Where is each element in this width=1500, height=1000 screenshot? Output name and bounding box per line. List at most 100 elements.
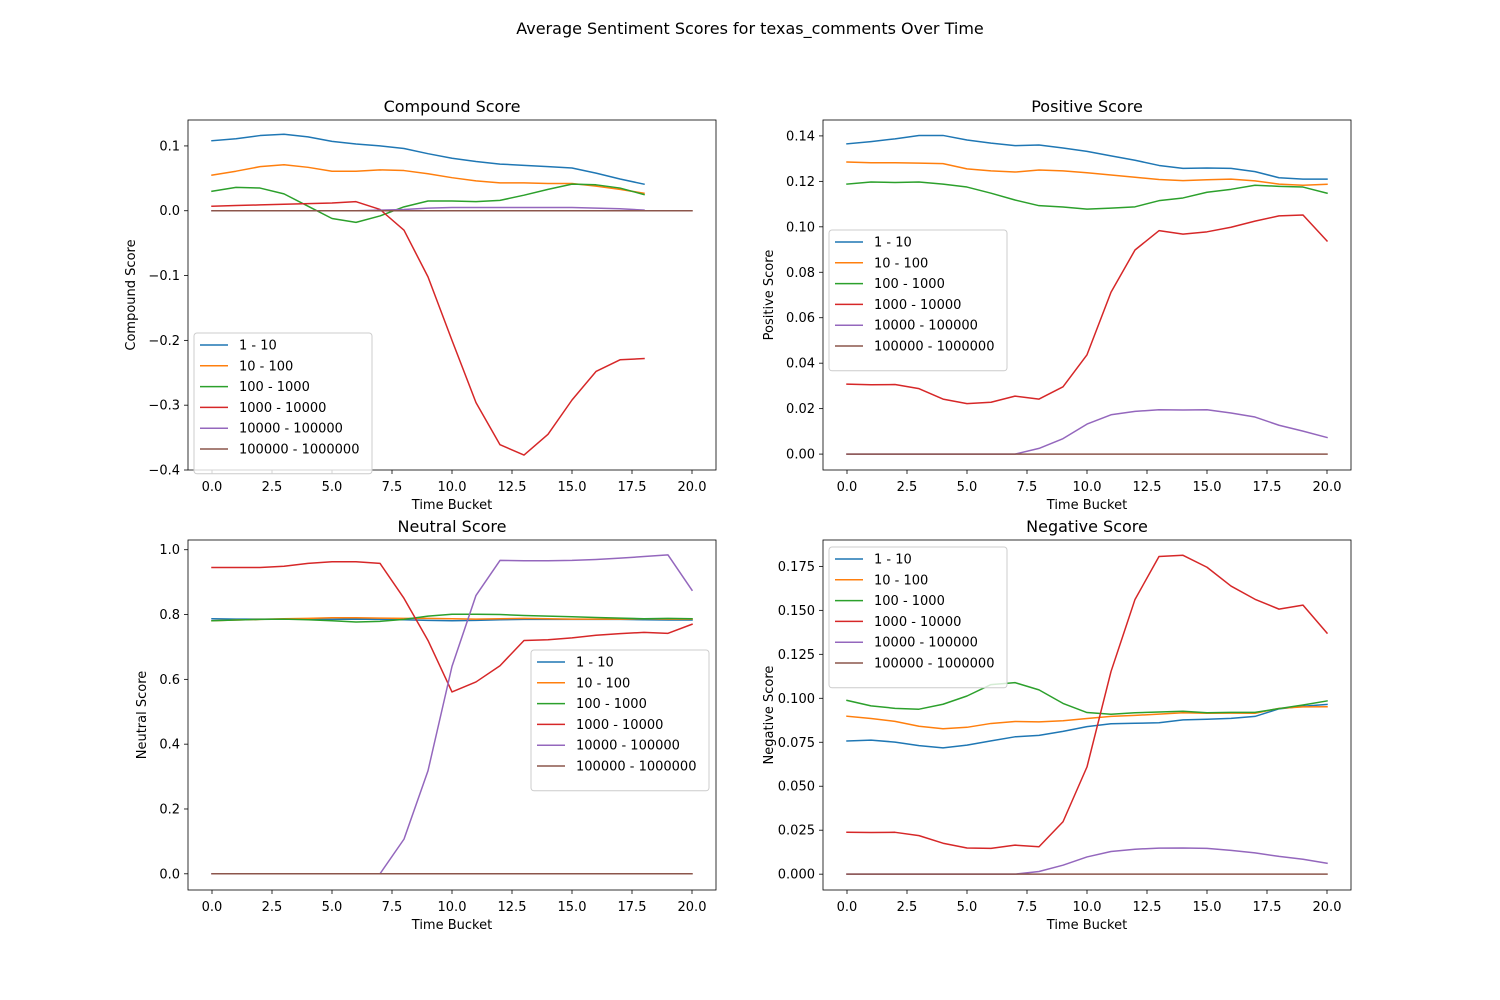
series-line-1 bbox=[211, 133, 645, 186]
legend-box bbox=[828, 546, 1008, 689]
legend: 1 - 10 10 - 100 100 - 1000 1000 - 10000 1000… bbox=[828, 546, 1008, 689]
axes-frame bbox=[187, 119, 717, 471]
x-tick-label: 7.5 bbox=[1017, 480, 1038, 495]
x-tick-label: 0.0 bbox=[837, 480, 858, 495]
x-tick-label: 10.0 bbox=[438, 900, 467, 915]
legend-label-5: 10000 - 100000 bbox=[239, 422, 343, 437]
y-axis-label: Positive Score bbox=[762, 250, 777, 341]
legend-label-2: 10 - 100 bbox=[874, 256, 928, 271]
legend-label-6: 100000 - 1000000 bbox=[576, 760, 696, 775]
series-line-1 bbox=[846, 134, 1328, 180]
x-tick-label: 2.5 bbox=[262, 900, 283, 915]
series-lines bbox=[846, 134, 1329, 455]
x-tick-label: 0.0 bbox=[202, 900, 223, 915]
legend-label-1: 1 - 10 bbox=[874, 236, 912, 251]
series-line-3 bbox=[846, 181, 1328, 210]
series-line-2 bbox=[846, 161, 1328, 186]
subplots: Compound Score 0.0 2.5 5.0 7.5 10.0 12.5 15.0 17… bbox=[124, 97, 1352, 933]
x-tick-label: 2.5 bbox=[897, 900, 918, 915]
legend-label-5: 10000 - 100000 bbox=[874, 319, 978, 334]
x-tick-label: 20.0 bbox=[678, 900, 707, 915]
series-line-4 bbox=[211, 200, 645, 456]
y-tick-label: 0.10 bbox=[786, 220, 815, 235]
y-tick-label: 0.1 bbox=[159, 139, 180, 154]
series-line-4 bbox=[211, 560, 693, 693]
legend-label-4: 1000 - 10000 bbox=[576, 718, 663, 733]
y-tick-label: 0.04 bbox=[786, 357, 815, 372]
y-tick-label: −0.1 bbox=[148, 269, 180, 284]
x-tick-label: 17.5 bbox=[1253, 900, 1282, 915]
series-line-3 bbox=[846, 681, 1328, 716]
x-tick-label: 12.5 bbox=[1133, 480, 1162, 495]
series-line-3 bbox=[211, 613, 693, 623]
y-tick-label: 0.100 bbox=[778, 692, 815, 707]
legend-label-3: 100 - 1000 bbox=[576, 697, 647, 712]
legend-label-5: 10000 - 100000 bbox=[874, 636, 978, 651]
y-tick-label: 0.08 bbox=[786, 266, 815, 281]
legend-label-1: 1 - 10 bbox=[576, 656, 614, 671]
legend-label-3: 100 - 1000 bbox=[874, 594, 945, 609]
y-tick-label: 0.4 bbox=[159, 738, 180, 753]
y-tick-label: 0.025 bbox=[778, 824, 815, 839]
subplot-title: Negative Score bbox=[1026, 517, 1148, 536]
series-lines bbox=[211, 133, 693, 456]
x-tick-label: 0.0 bbox=[202, 480, 223, 495]
x-tick-label: 15.0 bbox=[558, 480, 587, 495]
y-tick-label: 0.0 bbox=[159, 867, 180, 882]
y-tick-label: 0.00 bbox=[786, 448, 815, 463]
subplot-4: Negative Score 0.0 2.5 5.0 7.5 10.0 12.5 15.0 17… bbox=[762, 517, 1352, 933]
x-tick-label: 2.5 bbox=[897, 480, 918, 495]
legend: 1 - 10 10 - 100 100 - 1000 1000 - 10000 1000… bbox=[828, 229, 1008, 372]
x-tick-label: 12.5 bbox=[498, 480, 527, 495]
legend-label-3: 100 - 1000 bbox=[874, 277, 945, 292]
x-axis-label: Time Bucket bbox=[1046, 918, 1127, 933]
series-line-2 bbox=[846, 705, 1328, 730]
y-tick-label: 0.8 bbox=[159, 608, 180, 623]
subplot-title: Positive Score bbox=[1031, 97, 1143, 116]
x-tick-label: 0.0 bbox=[837, 900, 858, 915]
x-tick-label: 10.0 bbox=[1073, 480, 1102, 495]
legend-box bbox=[530, 649, 710, 792]
legend-label-6: 100000 - 1000000 bbox=[239, 443, 359, 458]
subplot-title: Neutral Score bbox=[398, 517, 507, 536]
legend-label-6: 100000 - 1000000 bbox=[874, 657, 994, 672]
x-tick-label: 12.5 bbox=[498, 900, 527, 915]
y-tick-label: −0.2 bbox=[148, 334, 180, 349]
y-tick-label: 0.14 bbox=[786, 129, 815, 144]
y-tick-label: −0.3 bbox=[148, 399, 180, 414]
x-tick-label: 2.5 bbox=[262, 480, 283, 495]
x-tick-label: 15.0 bbox=[1193, 480, 1222, 495]
x-axis-label: Time Bucket bbox=[1046, 498, 1127, 513]
x-tick-label: 7.5 bbox=[382, 480, 403, 495]
y-tick-label: 0.02 bbox=[786, 402, 815, 417]
y-tick-label: 0.000 bbox=[778, 868, 815, 883]
subplot-title: Compound Score bbox=[384, 97, 521, 116]
y-tick-label: 0.0 bbox=[159, 204, 180, 219]
series-line-4 bbox=[846, 554, 1329, 850]
y-tick-label: 1.0 bbox=[159, 543, 180, 558]
x-axis-label: Time Bucket bbox=[411, 918, 492, 933]
axes-frame bbox=[822, 119, 1352, 471]
x-tick-label: 10.0 bbox=[438, 480, 467, 495]
axes-frame bbox=[187, 539, 717, 891]
y-tick-label: 0.050 bbox=[778, 780, 815, 795]
legend-label-4: 1000 - 10000 bbox=[239, 401, 326, 416]
legend-label-5: 10000 - 100000 bbox=[576, 739, 680, 754]
x-tick-label: 10.0 bbox=[1073, 900, 1102, 915]
legend-label-1: 1 - 10 bbox=[239, 339, 277, 354]
legend-label-6: 100000 - 1000000 bbox=[874, 340, 994, 355]
x-tick-label: 20.0 bbox=[1313, 480, 1342, 495]
series-lines bbox=[211, 554, 694, 875]
figure-suptitle: Average Sentiment Scores for texas_comme… bbox=[516, 19, 984, 39]
y-axis-label: Negative Score bbox=[762, 666, 777, 765]
x-tick-label: 20.0 bbox=[1313, 900, 1342, 915]
y-tick-label: 0.125 bbox=[778, 648, 815, 663]
y-tick-label: 0.075 bbox=[778, 736, 815, 751]
subplot-2: Positive Score 0.0 2.5 5.0 7.5 10.0 12.5 15.0 17… bbox=[762, 97, 1352, 513]
subplot-3: Neutral Score 0.0 2.5 5.0 7.5 10.0 12.5 15.0 17.… bbox=[135, 517, 717, 933]
x-tick-label: 5.0 bbox=[322, 480, 343, 495]
series-line-1 bbox=[846, 703, 1328, 749]
legend-label-2: 10 - 100 bbox=[576, 676, 630, 691]
y-tick-label: −0.4 bbox=[148, 464, 180, 479]
